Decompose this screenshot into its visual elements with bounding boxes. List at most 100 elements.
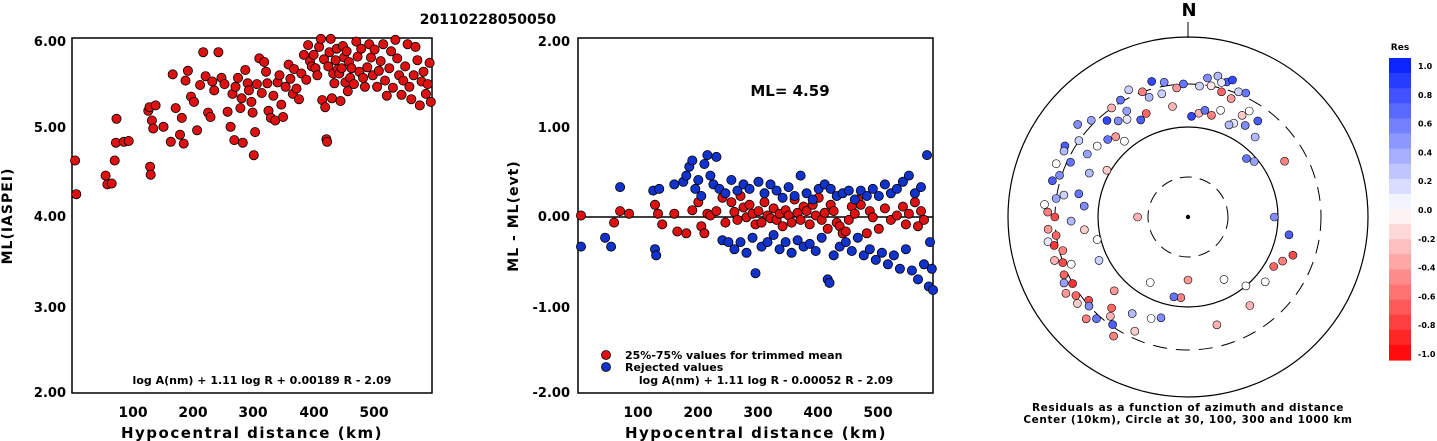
colorbar-swatch	[1389, 284, 1411, 301]
azimuth-station-point	[1168, 102, 1177, 111]
colorbar-tick-label: 0.4	[1418, 148, 1433, 157]
ml-point	[381, 90, 392, 101]
ml-point	[373, 65, 384, 76]
residual-xtick-label: 400	[803, 405, 832, 421]
azimuth-station-point	[1127, 309, 1137, 318]
residual-point	[777, 221, 788, 232]
residual-point	[897, 201, 908, 212]
residual-point	[822, 223, 833, 234]
residual-rejected-point	[702, 150, 713, 161]
colorbar-swatch	[1389, 224, 1411, 240]
ml-ytick-label: 6.00	[34, 35, 66, 50]
residual-rejected-point	[873, 190, 884, 201]
ml-point	[243, 85, 254, 96]
residual-rejected-point	[600, 232, 611, 243]
residual-rejected-point	[867, 183, 878, 194]
residual-rejected-point	[696, 190, 707, 201]
azimuth-station-point	[1108, 320, 1117, 329]
ml-point	[351, 36, 362, 47]
azimuth-station-point	[1141, 109, 1151, 118]
ml-point	[222, 106, 233, 117]
colorbar-swatch	[1389, 239, 1411, 255]
residual-point	[786, 217, 797, 228]
azimuth-station-point	[1156, 313, 1166, 323]
residual-rejected-point	[909, 188, 920, 199]
residual-point	[873, 223, 884, 234]
residual-rejected-point	[792, 235, 803, 246]
azimuth-station-point	[1179, 79, 1188, 89]
residual-rejected-point	[768, 229, 779, 240]
residual-xtick-label: 100	[623, 405, 652, 421]
ml-point	[398, 75, 409, 86]
ml-panel: 6.00 5.00 4.00 3.00 2.00 100 200 300 400…	[0, 33, 436, 441]
azimuth-station-point	[1172, 83, 1181, 93]
azimuth-station-point	[1228, 75, 1237, 85]
ml-point	[200, 71, 211, 82]
residual-point	[720, 217, 731, 228]
ml-point	[335, 96, 346, 107]
azimuth-station-point	[1278, 256, 1287, 266]
azimuth-station-point	[1068, 279, 1077, 288]
ml-ytick-label: 4.00	[34, 210, 66, 225]
azimuth-station-point	[1217, 87, 1226, 97]
ml-point	[165, 136, 176, 147]
residual-rejected-point	[723, 237, 734, 248]
ml-point	[123, 135, 134, 146]
residual-point	[840, 226, 851, 237]
ml-point	[298, 49, 309, 60]
epicenter-dot	[1185, 214, 1191, 220]
colorbar-tick-label: -0.6	[1418, 292, 1436, 301]
azimuth-station-point	[1074, 136, 1084, 145]
residual-point	[669, 208, 680, 219]
residual-rejected-point	[771, 185, 782, 196]
residual-point	[657, 219, 668, 230]
azimuth-station-point	[1074, 189, 1084, 199]
residual-ytick-label: 0.00	[538, 210, 570, 225]
ml-point	[418, 66, 429, 77]
colorbar-swatch	[1389, 254, 1411, 270]
residual-point	[900, 219, 911, 230]
azimuth-station-point	[1169, 292, 1179, 302]
residual-xtick-label: 500	[863, 405, 892, 421]
azimuth-station-point	[1224, 120, 1234, 130]
ml-formula: log A(nm) + 1.11 log R + 0.00189 R - 2.0…	[133, 374, 392, 387]
azimuth-station-point	[1203, 73, 1212, 83]
azimuth-station-point	[1124, 85, 1133, 95]
azimuth-station-point	[1092, 235, 1102, 244]
residual-rejected-point	[913, 274, 924, 285]
ml-point	[250, 127, 261, 138]
ml-xtick-label: 500	[359, 405, 388, 421]
residual-rejected-point	[849, 194, 860, 205]
colorbar-swatch	[1389, 314, 1411, 331]
residual-rejected-point	[576, 241, 587, 252]
residual-rejected-point	[801, 188, 812, 199]
ml-plot-frame	[71, 37, 433, 394]
azimuth-station-point	[1249, 157, 1259, 166]
legend-label-trimmed: 25%-75% values for trimmed mean	[625, 349, 842, 362]
ml-point	[406, 94, 417, 105]
residual-rejected-point	[654, 183, 665, 194]
colorbar-swatch	[1389, 103, 1411, 119]
azimuth-station-point	[1120, 136, 1129, 146]
ml-point	[336, 63, 347, 74]
ml-point	[392, 53, 403, 64]
azimuth-panel: N Residuals as a function of azimuth and…	[1007, 0, 1369, 426]
azimuth-station-point	[1269, 262, 1278, 271]
azimuth-station-point	[1245, 301, 1255, 310]
residual-points	[576, 150, 939, 295]
azimuth-station-point	[1102, 165, 1112, 175]
residual-point	[828, 206, 839, 217]
ml-point	[293, 94, 304, 105]
residual-rejected-point	[762, 237, 773, 248]
residual-point	[624, 208, 635, 219]
residual-xtick-label: 300	[743, 405, 772, 421]
residual-rejected-point	[843, 185, 854, 196]
residual-rejected-point	[669, 179, 680, 190]
residual-point	[753, 206, 764, 217]
azimuth-station-point	[1284, 230, 1294, 240]
ml-point	[425, 96, 436, 107]
ml-point	[150, 100, 161, 111]
residual-rejected-point	[824, 277, 835, 288]
residual-rejected-point	[726, 174, 737, 185]
ml-point	[341, 46, 352, 57]
